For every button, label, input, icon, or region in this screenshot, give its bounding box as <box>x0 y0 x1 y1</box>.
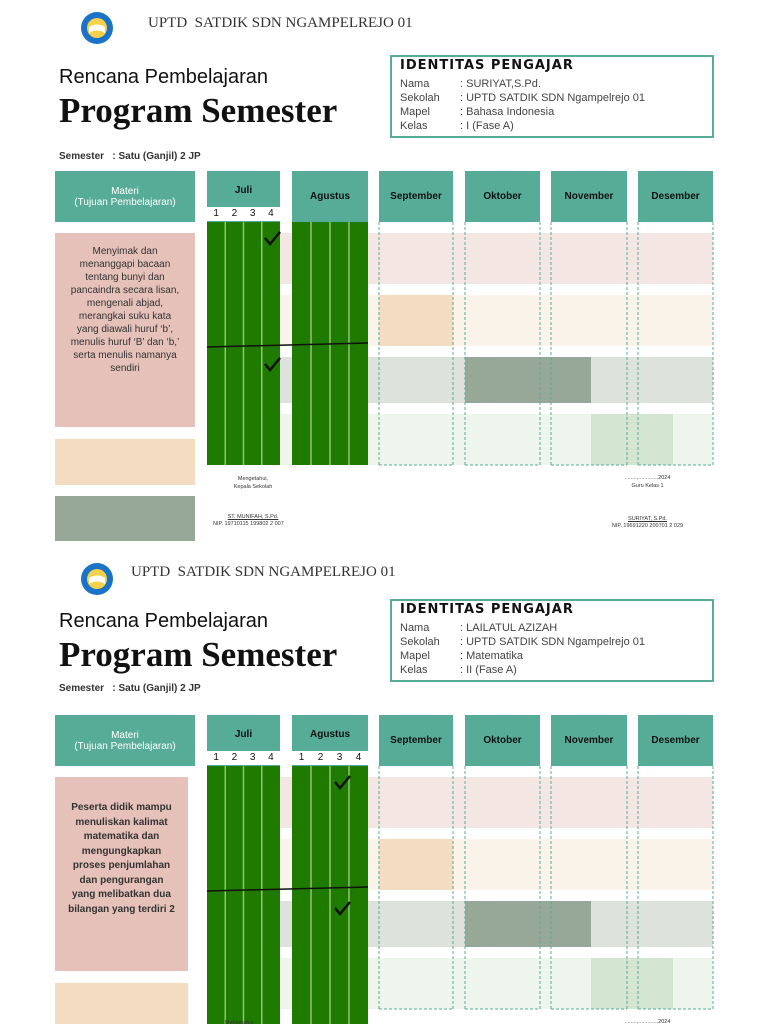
identity-label: Kelas <box>400 664 428 676</box>
highlight <box>591 958 673 1009</box>
logo-book <box>89 24 105 33</box>
identity-label: Mapel <box>400 106 430 118</box>
highlight <box>465 357 591 403</box>
subtitle: Rencana Pembelajaran <box>59 610 269 632</box>
identity-value: : Bahasa Indonesia <box>460 106 555 118</box>
week-number: 1 <box>298 752 305 763</box>
signature-left: Kepala Sekolah <box>233 484 273 490</box>
org-name: UPTD SATDIK SDN NGAMPELREJO 01 <box>131 564 396 580</box>
highlight <box>591 414 673 465</box>
week-number: 4 <box>268 208 274 219</box>
identity-box <box>390 599 714 682</box>
identity-label: Sekolah <box>400 92 440 104</box>
materi-text: Peserta didik mampu menuliskan kalimat m… <box>55 777 188 971</box>
week-number: 4 <box>355 752 362 763</box>
title: Program Semester <box>59 635 338 674</box>
identity-heading: IDENTITAS PENGAJAR <box>400 602 574 617</box>
signature-right: SURIYAT, S.Pd. <box>628 516 667 522</box>
week-number: 1 <box>213 752 219 763</box>
identity-label: Nama <box>400 622 430 634</box>
identity-heading: IDENTITAS PENGAJAR <box>400 58 574 73</box>
check-mark <box>264 357 281 372</box>
month-header: Agustus <box>292 171 368 222</box>
week-strip <box>207 751 280 765</box>
week-number: 2 <box>317 752 324 763</box>
highlight <box>379 295 453 346</box>
identity-value: : Matematika <box>460 650 523 662</box>
identity-label: Mapel <box>400 650 430 662</box>
materi-header: Materi (Tujuan Pembelajaran) <box>55 171 195 222</box>
signature-left: Mengetahui, <box>224 1020 256 1024</box>
identity-value: : I (Fase A) <box>460 120 514 132</box>
month-header: Desember <box>638 715 713 766</box>
check-mark <box>334 775 351 790</box>
materi-box <box>55 983 188 1024</box>
identity-value: : II (Fase A) <box>460 664 517 676</box>
semester: Semester : Satu (Ganjil) 2 JP <box>59 151 201 162</box>
identity-value: : UPTD SATDIK SDN Ngampelrejo 01 <box>460 92 646 104</box>
week-number: 3 <box>249 208 256 219</box>
week-strip <box>292 751 368 765</box>
identity-label: Sekolah <box>400 636 440 648</box>
highlight <box>379 839 453 890</box>
month-header: September <box>379 715 453 766</box>
logo-book <box>89 575 105 584</box>
week-strip <box>207 207 280 221</box>
month-header: Desember <box>638 171 713 222</box>
week-number: 2 <box>231 208 238 219</box>
signature-left: ST. MUNIFAH, S.Pd. <box>227 514 279 520</box>
title: Program Semester <box>59 91 338 130</box>
week-number: 3 <box>336 752 343 763</box>
progress-line <box>206 342 369 348</box>
month-header: Oktober <box>465 171 540 222</box>
identity-box <box>390 55 714 138</box>
materi-header: Materi (Tujuan Pembelajaran) <box>55 715 195 766</box>
check-mark <box>334 901 351 916</box>
materi-box <box>55 496 195 541</box>
semester: Semester : Satu (Ganjil) 2 JP <box>59 683 201 694</box>
month-header: September <box>379 171 453 222</box>
signature-right: ........,.............2024 <box>624 1019 671 1024</box>
materi-box <box>55 439 195 485</box>
identity-label: Kelas <box>400 120 428 132</box>
week-number: 1 <box>213 208 219 219</box>
identity-value: : UPTD SATDIK SDN Ngampelrejo 01 <box>460 636 646 648</box>
identity-label: Nama <box>400 78 430 90</box>
identity-value: : SURIYAT,S.Pd. <box>460 78 541 90</box>
week-number: 2 <box>231 752 238 763</box>
month-header: Oktober <box>465 715 540 766</box>
org-name: UPTD SATDIK SDN NGAMPELREJO 01 <box>148 15 413 31</box>
month-header: November <box>551 715 627 766</box>
signature-right: ........,.............2024 <box>624 475 671 481</box>
identity-value: : LAILATUL AZIZAH <box>460 622 558 634</box>
subtitle: Rencana Pembelajaran <box>59 66 269 88</box>
highlight <box>465 901 591 947</box>
signature-right: Guru Kelas 1 <box>631 483 664 489</box>
materi-text: Menyimak dan menanggapi bacaan tentang b… <box>55 233 195 427</box>
signature-left: Mengetahui, <box>237 476 269 482</box>
progress-line <box>206 886 369 892</box>
week-number: 3 <box>249 752 256 763</box>
month-header: November <box>551 171 627 222</box>
week-number: 4 <box>268 752 274 763</box>
check-mark <box>264 231 281 246</box>
signature-right: NIP. 19691220 200701 2 029 <box>611 523 684 529</box>
signature-left: NIP. 19710115 199802 2 007 <box>213 521 284 527</box>
